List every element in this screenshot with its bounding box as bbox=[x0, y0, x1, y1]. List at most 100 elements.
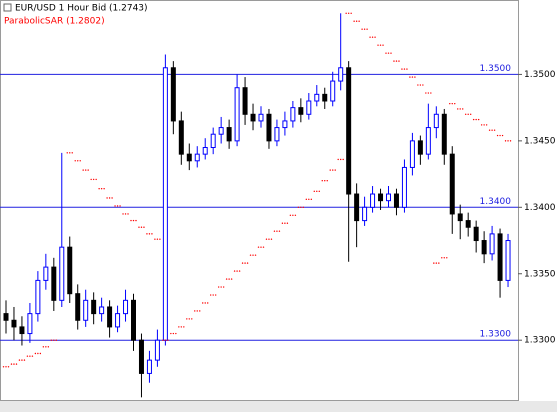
sar-dot bbox=[398, 60, 400, 62]
sar-dot bbox=[339, 158, 342, 161]
sar-dot bbox=[15, 363, 18, 365]
sar-dot bbox=[79, 160, 81, 162]
sar-dot bbox=[222, 286, 225, 288]
sar-dot bbox=[154, 238, 156, 240]
candle-body bbox=[242, 87, 248, 115]
sar-dot bbox=[42, 346, 45, 348]
sar-dot bbox=[146, 233, 148, 235]
sar-dot bbox=[477, 118, 480, 121]
sar-dot bbox=[438, 262, 440, 264]
candle-body bbox=[330, 80, 336, 102]
plot-frame bbox=[0, 0, 519, 401]
candle-body bbox=[282, 120, 288, 129]
candle-body bbox=[433, 113, 439, 129]
y-tick-label: 1.3400 bbox=[524, 203, 556, 213]
sar-dot bbox=[119, 205, 121, 207]
candle-body bbox=[370, 193, 376, 208]
candle-body bbox=[401, 166, 407, 208]
sar-dot bbox=[106, 197, 108, 199]
sar-dot bbox=[422, 84, 424, 86]
candle-body bbox=[11, 319, 17, 328]
sar-dot bbox=[238, 270, 241, 272]
sar-dot bbox=[369, 36, 371, 38]
sar-dot bbox=[241, 262, 244, 264]
candle-body bbox=[3, 313, 9, 321]
sar-dot bbox=[385, 52, 387, 54]
sar-dot bbox=[507, 140, 509, 142]
sar-dot bbox=[483, 124, 485, 126]
sar-dot bbox=[310, 198, 313, 201]
sar-dot bbox=[204, 302, 206, 304]
candle-body bbox=[425, 127, 431, 155]
candle-body bbox=[258, 113, 264, 122]
sar-dot bbox=[451, 102, 453, 105]
sar-dot bbox=[135, 219, 137, 222]
sar-dot bbox=[2, 366, 5, 368]
sar-dot bbox=[262, 246, 265, 248]
candle-body bbox=[226, 127, 232, 142]
sar-dot bbox=[441, 257, 443, 259]
sar-dot bbox=[92, 178, 95, 181]
sar-dot bbox=[332, 169, 334, 171]
candle-body bbox=[202, 147, 208, 155]
sar-dot bbox=[292, 214, 294, 216]
candle-body bbox=[481, 240, 487, 255]
candle-body bbox=[115, 313, 121, 328]
sar-dot bbox=[313, 190, 315, 193]
sar-dot bbox=[286, 222, 289, 224]
sar-dot bbox=[111, 197, 113, 199]
sar-dot bbox=[212, 294, 214, 296]
sar-dot bbox=[82, 169, 84, 171]
sar-dot bbox=[34, 352, 37, 355]
sar-dot bbox=[318, 190, 320, 193]
candle-body bbox=[146, 359, 152, 374]
sar-dot bbox=[329, 169, 331, 171]
candle-body bbox=[322, 93, 328, 102]
sar-dot bbox=[246, 262, 249, 264]
sar-dot bbox=[151, 233, 153, 235]
sar-dot bbox=[430, 92, 432, 94]
candle-body bbox=[393, 193, 399, 208]
candle-body bbox=[131, 299, 136, 341]
sar-dot bbox=[47, 346, 50, 348]
sar-dot bbox=[491, 129, 493, 131]
candle-body bbox=[441, 113, 447, 155]
window-icon bbox=[3, 3, 12, 12]
candle-body bbox=[210, 133, 216, 149]
candle-body bbox=[457, 213, 463, 222]
sar-dot bbox=[170, 332, 172, 335]
sar-dot bbox=[194, 310, 196, 312]
sar-dot bbox=[276, 230, 278, 232]
sar-dot bbox=[509, 140, 512, 142]
sar-dot bbox=[74, 160, 76, 162]
candle-body bbox=[386, 193, 391, 202]
sar-dot bbox=[116, 205, 119, 207]
sar-dot bbox=[18, 359, 21, 361]
sar-dot bbox=[449, 102, 451, 105]
sar-dot bbox=[188, 318, 190, 320]
sar-dot bbox=[403, 68, 406, 70]
sar-dot bbox=[260, 246, 262, 248]
sar-dot bbox=[252, 254, 254, 256]
candle-body bbox=[274, 127, 280, 142]
y-tick-label: 1.3350 bbox=[524, 269, 556, 279]
sar-dot bbox=[308, 198, 310, 201]
candle-body bbox=[170, 67, 176, 122]
sar-dot bbox=[435, 262, 438, 264]
sar-dot bbox=[140, 226, 143, 228]
candle-body bbox=[409, 140, 415, 168]
sar-dot bbox=[281, 222, 284, 224]
sar-dot bbox=[214, 294, 217, 296]
candle-body bbox=[19, 326, 25, 335]
candle-body bbox=[314, 93, 320, 102]
sar-dot bbox=[326, 180, 328, 182]
sar-dot bbox=[334, 169, 336, 171]
sar-dot bbox=[457, 108, 459, 110]
sar-dot bbox=[278, 230, 281, 232]
candle-body bbox=[178, 120, 184, 155]
candle-body bbox=[162, 67, 168, 341]
candle-body bbox=[43, 266, 49, 281]
y-tick-label: 1.3500 bbox=[524, 70, 556, 80]
sar-dot bbox=[202, 302, 204, 304]
candle-body bbox=[473, 226, 479, 242]
